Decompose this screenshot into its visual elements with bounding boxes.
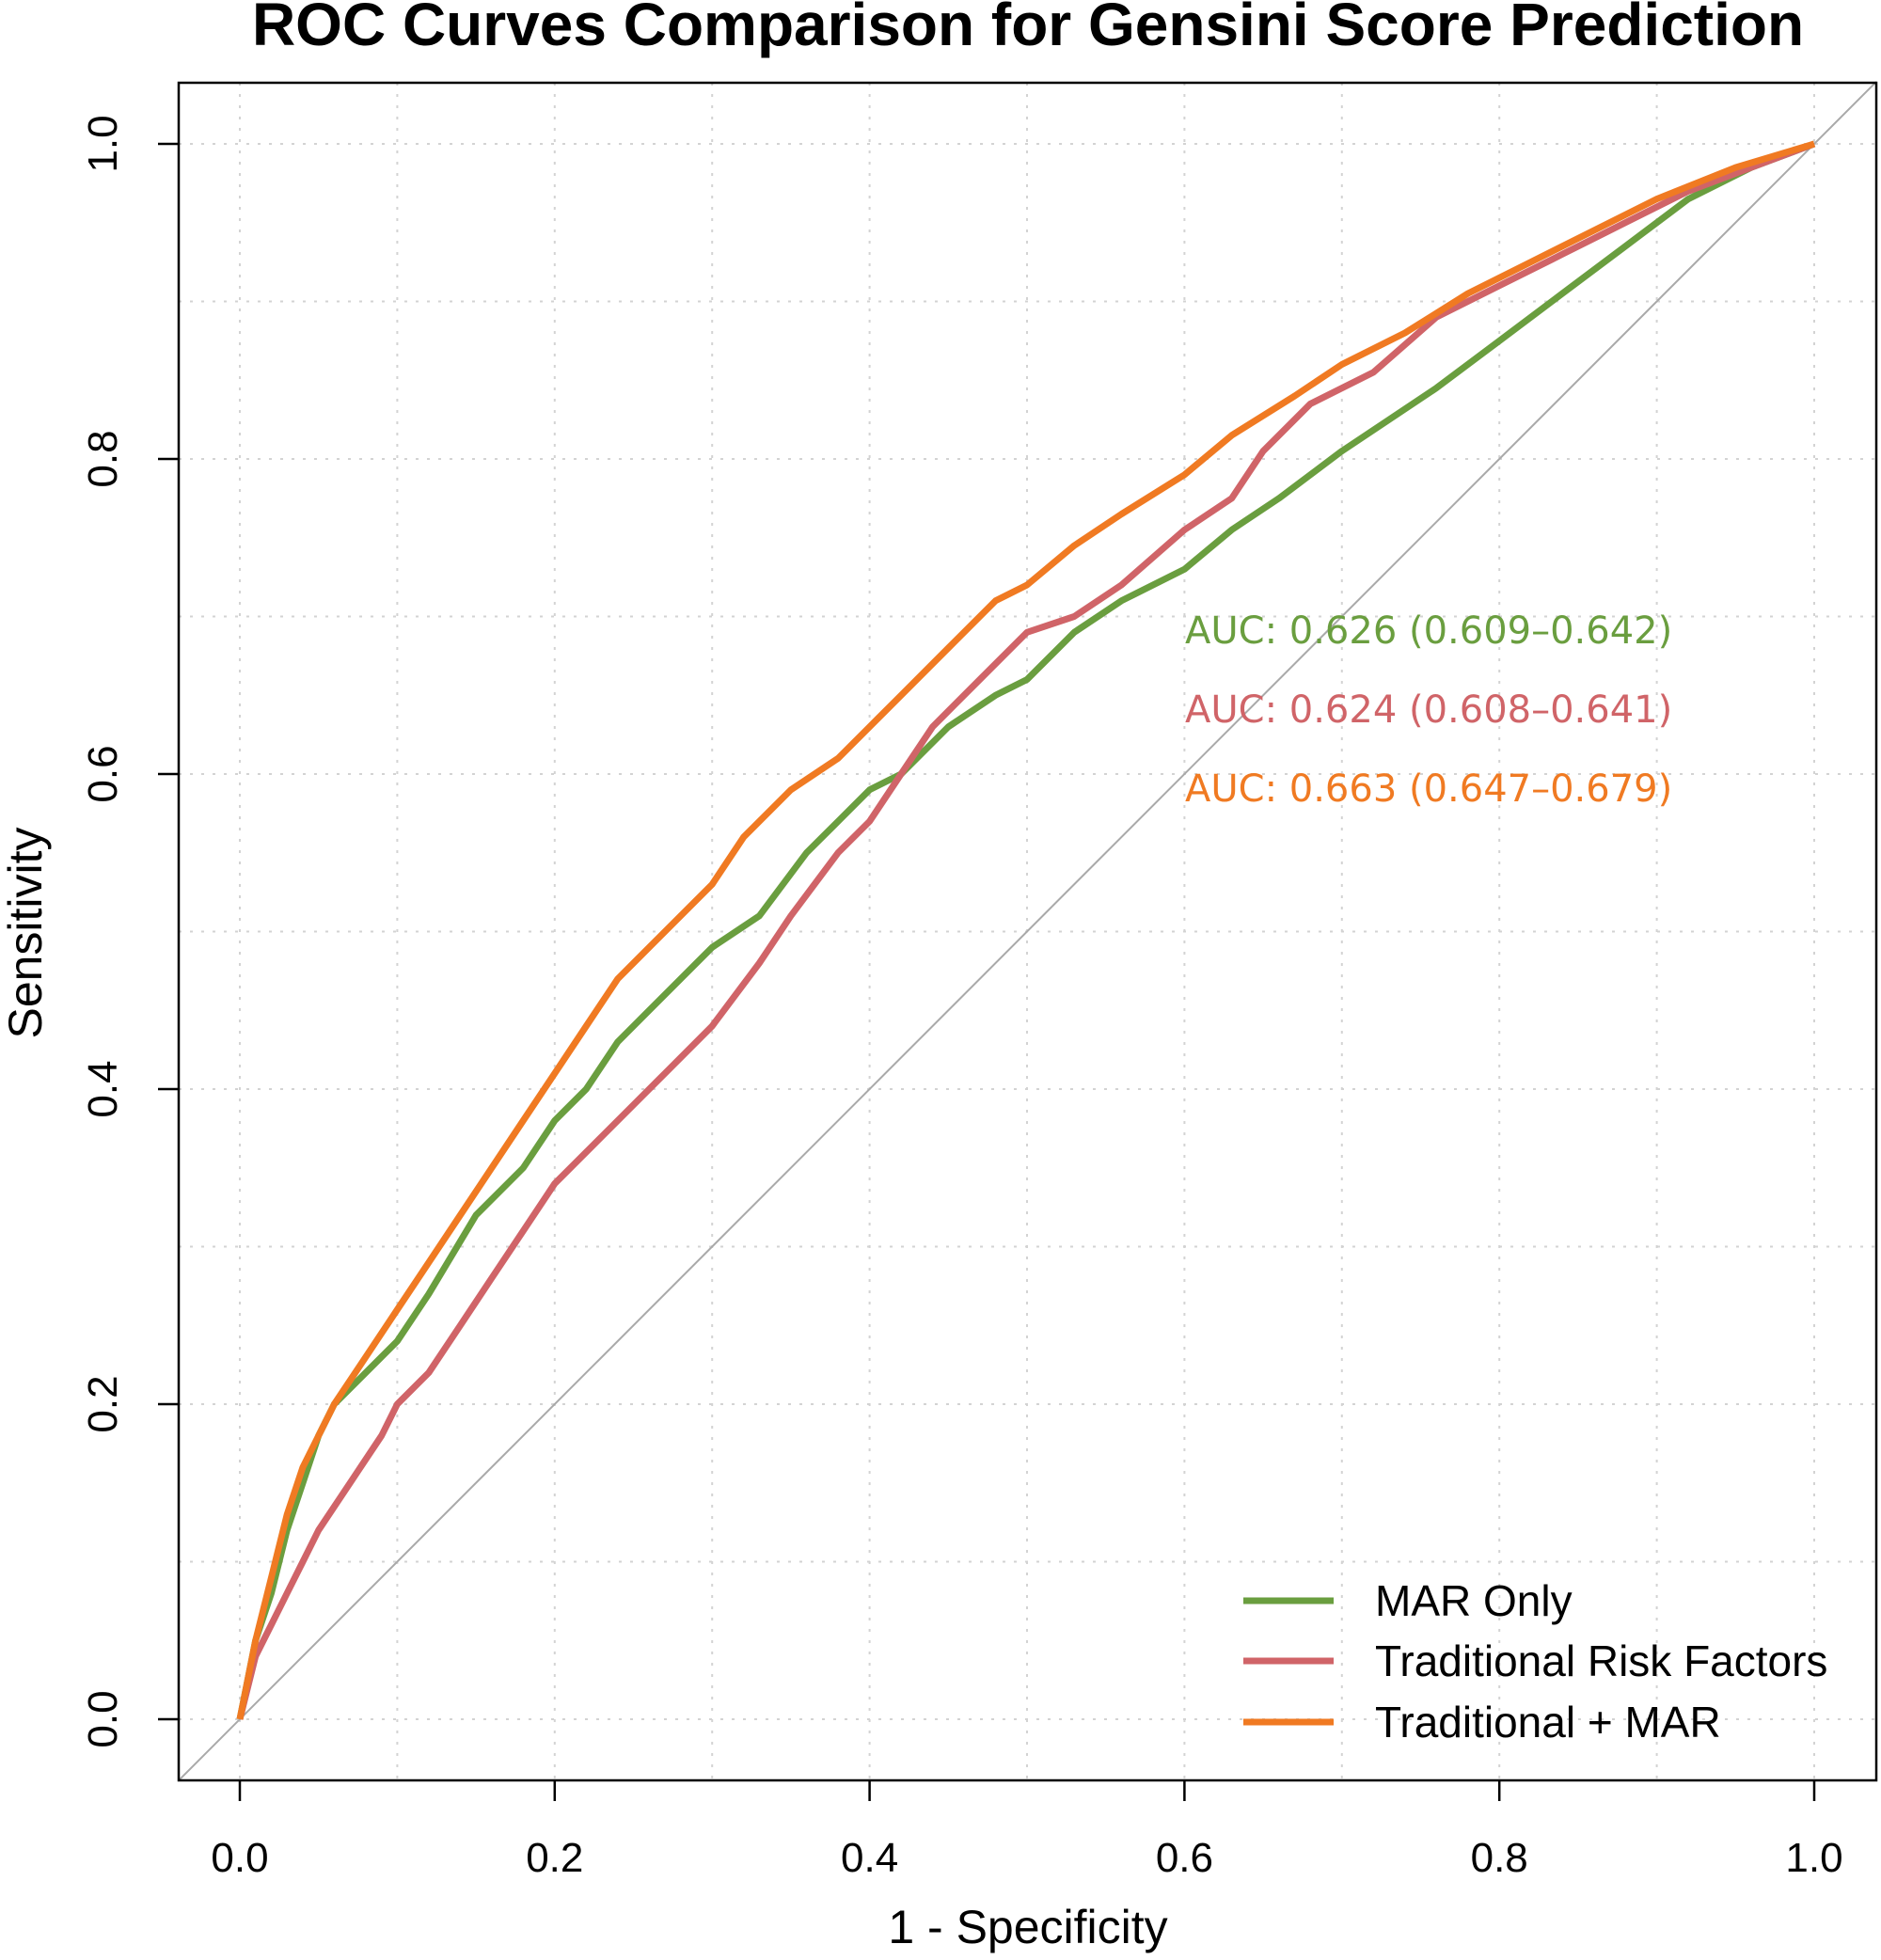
y-tick-label: 0.0 [80, 1690, 126, 1747]
auc-labels: AUC: 0.626 (0.609–0.642) AUC: 0.624 (0.60… [1185, 609, 1672, 811]
y-axis-ticks: 0.0 0.2 0.4 0.6 0.8 1.0 [80, 115, 179, 1748]
x-tick-label: 0.6 [1156, 1835, 1213, 1881]
y-tick-label: 0.8 [80, 430, 126, 487]
legend: MAR Only Traditional Risk Factors Traditio… [1243, 1576, 1827, 1747]
plot-frame [177, 81, 1878, 1782]
auc-label-series-3: AUC: 0.663 (0.647–0.679) [1185, 767, 1672, 811]
roc-line-series-2 [236, 140, 1816, 1720]
y-tick-label: 0.2 [80, 1375, 126, 1432]
roc-line-series-1 [236, 140, 1816, 1720]
series-layer [236, 140, 1816, 1720]
roc-line-series-3 [236, 140, 1816, 1720]
x-axis-ticks: 0.0 0.2 0.4 0.6 0.8 1.0 [211, 1780, 1843, 1881]
x-tick-label: 0.0 [211, 1835, 268, 1881]
legend-label-series-3: Traditional + MAR [1375, 1698, 1721, 1747]
reference-diagonal-line [178, 81, 1877, 1781]
chart-title: ROC Curves Comparison for Gensini Score … [252, 0, 1804, 58]
auc-label-series-2: AUC: 0.624 (0.608–0.641) [1185, 688, 1672, 732]
y-tick-label: 0.4 [80, 1060, 126, 1117]
x-tick-label: 0.4 [841, 1835, 898, 1881]
y-tick-label: 1.0 [80, 115, 126, 172]
legend-label-series-2: Traditional Risk Factors [1375, 1636, 1827, 1685]
grid-layer [179, 83, 1876, 1780]
y-axis-label: Sensitivity [0, 827, 52, 1038]
auc-label-series-1: AUC: 0.626 (0.609–0.642) [1185, 609, 1672, 653]
x-axis-label: 1 - Specificity [888, 1901, 1167, 1953]
legend-label-series-1: MAR Only [1375, 1576, 1573, 1625]
x-tick-label: 1.0 [1785, 1835, 1842, 1881]
x-tick-label: 0.8 [1471, 1835, 1528, 1881]
y-tick-label: 0.6 [80, 745, 126, 802]
x-tick-label: 0.2 [526, 1835, 583, 1881]
